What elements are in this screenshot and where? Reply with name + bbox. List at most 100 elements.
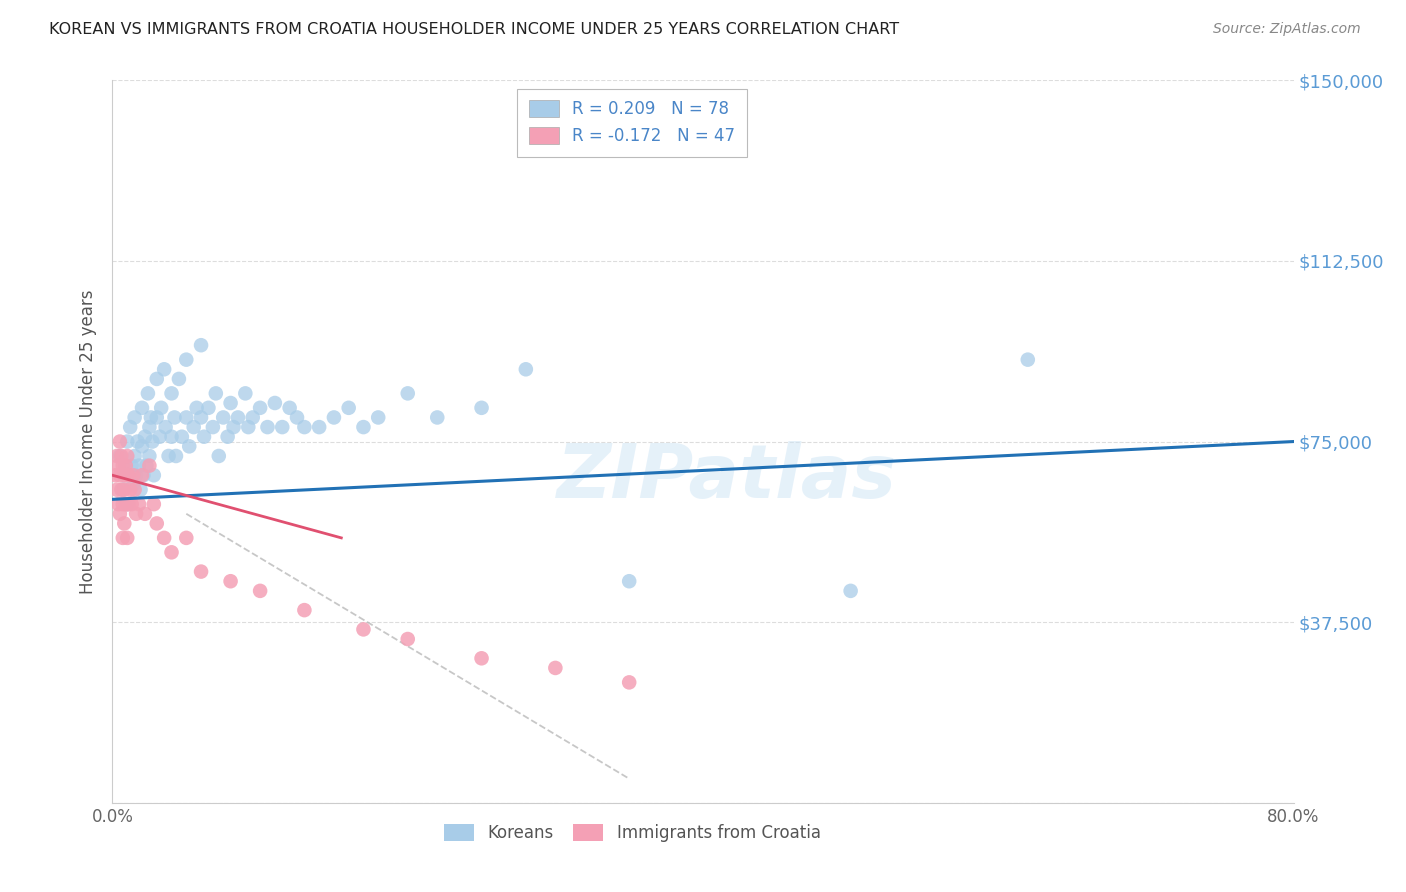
Point: [160, 430, 183, 444]
Point: [122, 478, 145, 492]
Point: [127, 434, 149, 449]
Point: [121, 497, 143, 511]
Point: [108, 449, 131, 463]
Point: [110, 449, 132, 463]
Point: [132, 468, 155, 483]
Point: [222, 420, 245, 434]
Point: [238, 420, 260, 434]
Point: [131, 401, 153, 415]
Point: [114, 458, 136, 473]
Point: [112, 468, 135, 483]
Point: [515, 362, 537, 376]
Point: [190, 338, 212, 352]
Point: [105, 483, 128, 497]
Legend: Koreans, Immigrants from Croatia: Koreans, Immigrants from Croatia: [433, 814, 831, 852]
Point: [201, 420, 224, 434]
Point: [233, 386, 256, 401]
Point: [105, 449, 128, 463]
Text: KOREAN VS IMMIGRANTS FROM CROATIA HOUSEHOLDER INCOME UNDER 25 YEARS CORRELATION : KOREAN VS IMMIGRANTS FROM CROATIA HOUSEH…: [49, 22, 900, 37]
Point: [107, 497, 129, 511]
Point: [170, 430, 193, 444]
Point: [112, 468, 135, 483]
Point: [308, 420, 330, 434]
Point: [396, 632, 419, 646]
Point: [470, 401, 494, 415]
Point: [264, 396, 287, 410]
Point: [128, 497, 150, 511]
Point: [352, 420, 374, 434]
Point: [117, 531, 138, 545]
Point: [141, 434, 163, 449]
Point: [219, 574, 242, 589]
Point: [470, 651, 494, 665]
Point: [197, 401, 219, 415]
Point: [111, 458, 134, 473]
Point: [165, 449, 187, 463]
Point: [249, 401, 271, 415]
Point: [120, 483, 142, 497]
Point: [193, 430, 215, 444]
Point: [138, 458, 160, 473]
Y-axis label: Householder Income Under 25 years: Householder Income Under 25 years: [79, 289, 97, 594]
Point: [285, 410, 308, 425]
Point: [134, 507, 156, 521]
Point: [183, 420, 205, 434]
Point: [124, 483, 146, 497]
Point: [117, 434, 138, 449]
Point: [212, 410, 235, 425]
Point: [135, 458, 157, 473]
Point: [174, 352, 197, 367]
Point: [619, 574, 641, 589]
Point: [174, 531, 197, 545]
Point: [111, 483, 134, 497]
Point: [131, 439, 153, 453]
Point: [249, 583, 271, 598]
Point: [160, 386, 183, 401]
Point: [117, 449, 138, 463]
Point: [242, 410, 264, 425]
Point: [146, 410, 169, 425]
Point: [120, 420, 142, 434]
Point: [138, 420, 160, 434]
Point: [179, 439, 201, 453]
Point: [271, 420, 294, 434]
Point: [1017, 352, 1039, 367]
Point: [149, 430, 172, 444]
Point: [114, 458, 136, 473]
Point: [125, 468, 148, 483]
Point: [292, 603, 315, 617]
Point: [174, 410, 197, 425]
Point: [108, 507, 131, 521]
Point: [142, 468, 165, 483]
Point: [205, 386, 228, 401]
Point: [219, 396, 242, 410]
Point: [190, 565, 212, 579]
Point: [337, 401, 360, 415]
Point: [226, 410, 249, 425]
Point: [163, 410, 186, 425]
Point: [150, 401, 173, 415]
Point: [118, 497, 141, 511]
Point: [136, 386, 159, 401]
Point: [292, 420, 315, 434]
Point: [155, 420, 177, 434]
Point: [138, 449, 160, 463]
Point: [139, 410, 162, 425]
Point: [323, 410, 346, 425]
Point: [619, 675, 641, 690]
Point: [134, 430, 156, 444]
Point: [124, 449, 146, 463]
Point: [167, 372, 190, 386]
Point: [122, 468, 145, 483]
Point: [131, 468, 153, 483]
Point: [208, 449, 231, 463]
Point: [114, 497, 136, 511]
Point: [153, 531, 176, 545]
Point: [117, 497, 138, 511]
Point: [153, 362, 176, 376]
Point: [129, 483, 152, 497]
Point: [108, 468, 131, 483]
Point: [160, 545, 183, 559]
Point: [121, 458, 143, 473]
Point: [217, 430, 239, 444]
